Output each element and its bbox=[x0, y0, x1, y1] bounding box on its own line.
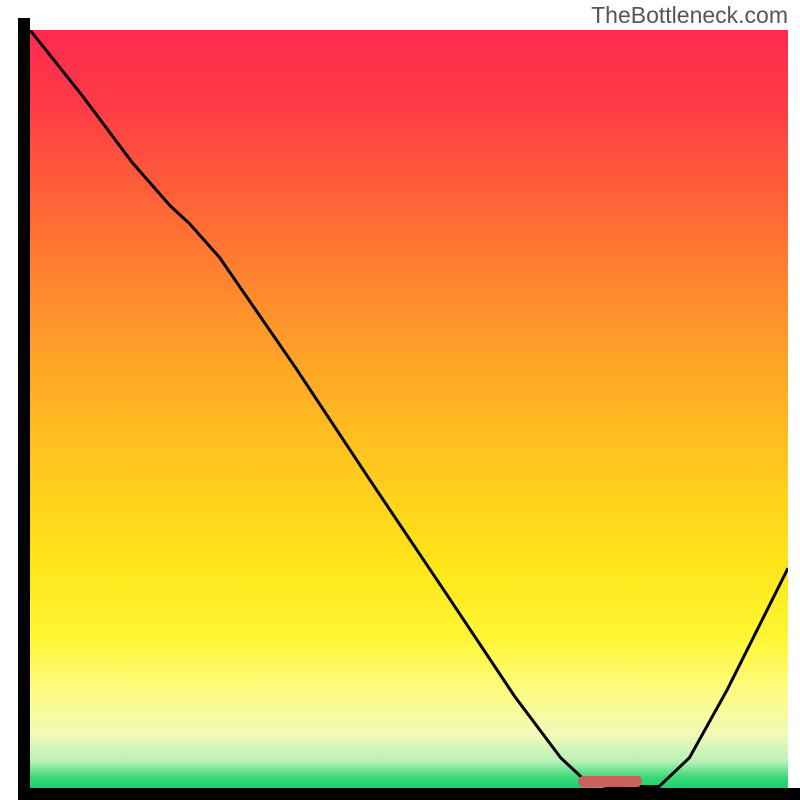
x-axis bbox=[18, 788, 800, 800]
curve-line bbox=[30, 30, 788, 788]
chart-container bbox=[30, 30, 788, 788]
optimal-marker bbox=[578, 776, 642, 787]
y-axis bbox=[18, 18, 30, 800]
watermark-text: TheBottleneck.com bbox=[591, 2, 788, 29]
